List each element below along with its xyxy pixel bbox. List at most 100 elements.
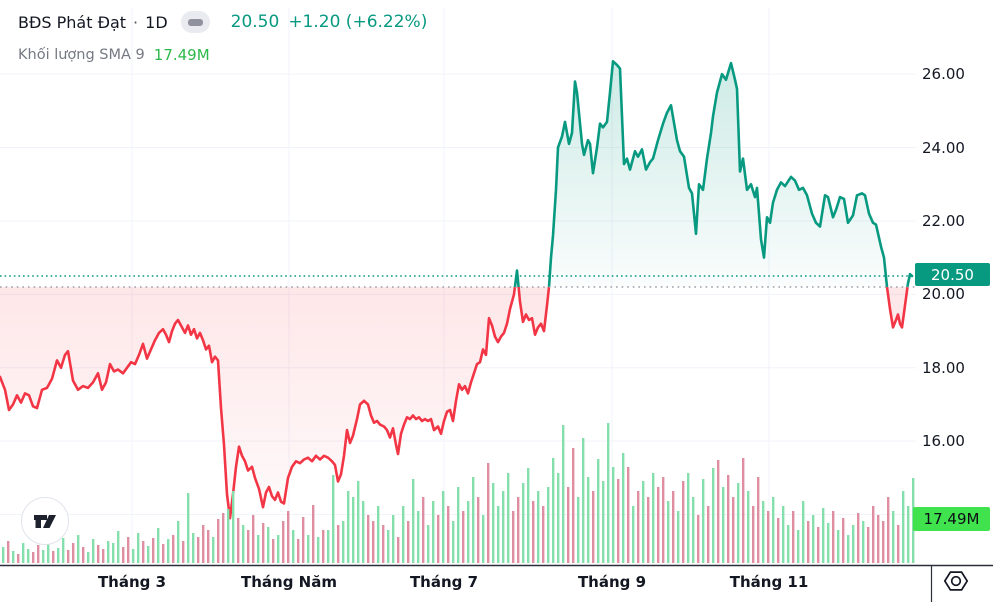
volume-bar [87, 552, 90, 563]
price-axis-label[interactable]: 20.00 [922, 285, 965, 304]
tradingview-logo[interactable] [21, 497, 69, 545]
price-axis-label[interactable]: 18.00 [922, 358, 965, 377]
time-axis-settings-button[interactable] [942, 569, 970, 593]
volume-bar [242, 525, 245, 563]
volume-bar [832, 511, 835, 563]
volume-bar [507, 473, 510, 563]
volume-bar [337, 525, 340, 563]
price-axis-label[interactable]: 16.00 [922, 432, 965, 451]
volume-bar [727, 475, 730, 563]
price-axis-label[interactable]: 22.00 [922, 211, 965, 230]
volume-indicator-legend[interactable]: Khối lượng SMA 9 17.49M [18, 46, 210, 64]
collapse-legend-button[interactable] [180, 11, 210, 33]
volume-bar [417, 511, 420, 563]
quote-values: 20.50 +1.20 (+6.22%) [231, 12, 428, 32]
volume-bar [362, 501, 365, 563]
volume-bar [172, 535, 175, 563]
time-axis-label[interactable]: Tháng Năm [241, 573, 337, 591]
volume-bar [312, 505, 315, 563]
volume-bar [537, 491, 540, 563]
volume-bar [22, 543, 25, 563]
volume-bar [827, 523, 830, 563]
volume-bar [77, 535, 80, 563]
volume-bar [397, 537, 400, 563]
volume-bar [212, 537, 215, 563]
volume-bar [877, 515, 880, 563]
time-axis-label[interactable]: Tháng 7 [409, 573, 479, 591]
volume-bar [792, 511, 795, 563]
volume-bar [122, 547, 125, 563]
volume-bar [517, 497, 520, 563]
volume-bar [182, 541, 185, 563]
volume-bar [117, 531, 120, 563]
volume-bar [652, 473, 655, 563]
volume-bar [502, 491, 505, 563]
volume-bar [682, 481, 685, 563]
volume-bar [867, 527, 870, 563]
volume-bar [807, 521, 810, 563]
symbol-name: BĐS Phát Đạt [18, 12, 127, 32]
volume-bar [42, 550, 45, 563]
volume-bar [662, 477, 665, 563]
volume-bar [167, 539, 170, 563]
volume-bar [797, 530, 800, 563]
price-axis-label[interactable]: 24.00 [922, 138, 965, 157]
volume-bar [282, 521, 285, 563]
volume-bar [437, 515, 440, 563]
volume-bar [67, 550, 70, 563]
interval-label[interactable]: 1D [145, 12, 168, 32]
volume-bar [467, 501, 470, 563]
volume-bar [852, 525, 855, 563]
volume-bar [127, 537, 130, 563]
time-axis-label[interactable]: Tháng 11 [729, 573, 809, 591]
volume-indicator-label: Khối lượng SMA 9 [18, 47, 145, 63]
volume-bar [92, 539, 95, 563]
volume-bar [882, 521, 885, 563]
volume-bar [262, 523, 265, 563]
volume-bar [267, 527, 270, 563]
volume-bar [692, 497, 695, 563]
volume-bar [302, 517, 305, 563]
volume-bar [402, 506, 405, 563]
volume-bar [707, 506, 710, 563]
volume-bar [622, 453, 625, 563]
volume-bar [607, 423, 610, 563]
volume-bar [432, 501, 435, 563]
volume-bar [737, 483, 740, 563]
volume-bar [382, 525, 385, 563]
volume-bar [427, 525, 430, 563]
volume-bar [367, 515, 370, 563]
volume-bar [552, 458, 555, 563]
volume-bar [297, 539, 300, 563]
volume-bar [602, 481, 605, 563]
price-axis-label[interactable]: 26.00 [922, 65, 965, 84]
volume-bar [897, 525, 900, 563]
volume-bar [777, 518, 780, 563]
volume-bar [812, 515, 815, 563]
time-axis-label[interactable]: Tháng 3 [97, 573, 167, 591]
volume-bar [452, 521, 455, 563]
volume-bar [147, 546, 150, 563]
volume-bar [472, 477, 475, 563]
volume-bar [907, 506, 910, 563]
symbol-legend[interactable]: BĐS Phát Đạt · 1D 20.50 +1.20 (+6.22%) [18, 11, 427, 33]
volume-bar [52, 551, 55, 563]
volume-bar [247, 530, 250, 563]
time-axis-label[interactable]: Tháng 9 [577, 573, 647, 591]
volume-bar [217, 519, 220, 563]
volume-bar [887, 497, 890, 563]
volume-bar [197, 537, 200, 563]
volume-bar [872, 506, 875, 563]
volume-bar [162, 544, 165, 563]
volume-bar [612, 467, 615, 563]
volume-bar [817, 527, 820, 563]
legend-separator: · [133, 12, 139, 32]
volume-bar [837, 530, 840, 563]
volume-bar [802, 501, 805, 563]
volume-bar [717, 460, 720, 563]
volume-bar [782, 506, 785, 563]
volume-bar [2, 547, 5, 563]
volume-bar [227, 509, 230, 563]
volume-bar [902, 491, 905, 563]
